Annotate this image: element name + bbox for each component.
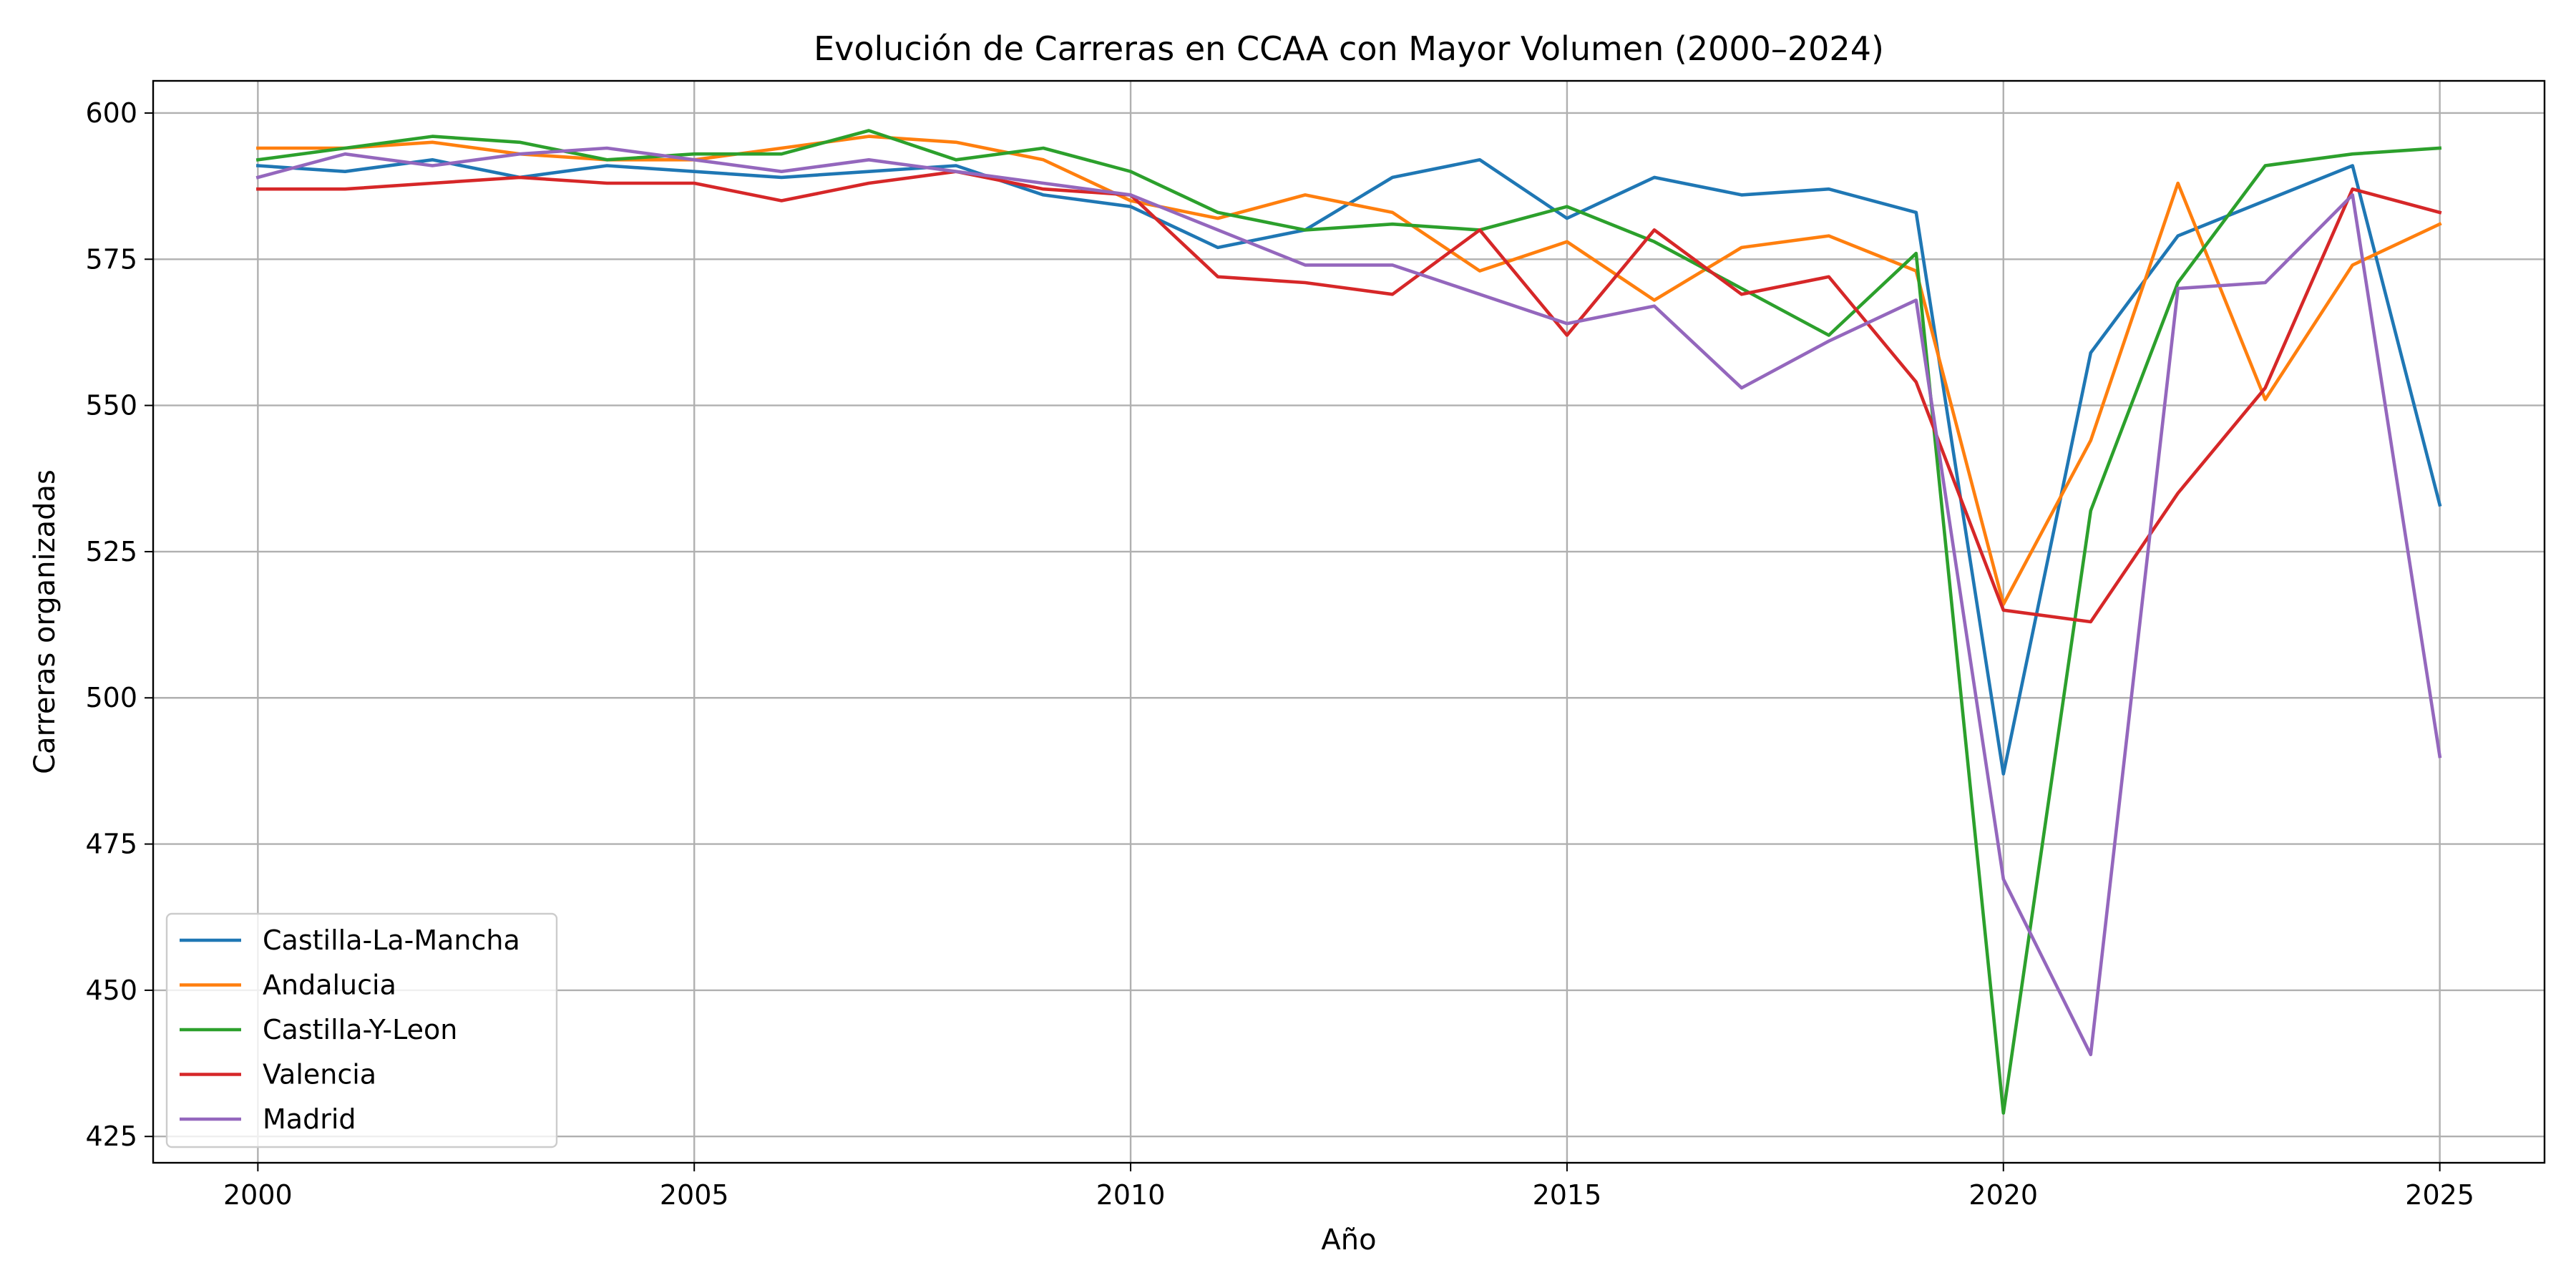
y-tick-label: 475	[85, 829, 137, 860]
series-line-4	[256, 170, 2442, 624]
plot-frame	[152, 79, 2546, 1164]
y-tick-label: 450	[85, 975, 137, 1006]
legend-box	[165, 912, 558, 1148]
legend: Castilla-La-Mancha Andalucia Castilla-Y-Le…	[165, 912, 558, 1148]
y-tick-label: 550	[85, 390, 137, 421]
legend-label: Valencia	[263, 1059, 376, 1091]
legend-label: Madrid	[263, 1103, 356, 1135]
y-tick-label: 525	[85, 536, 137, 567]
x-tick-label: 2005	[660, 1179, 729, 1211]
x-axis-label: Año	[1321, 1224, 1376, 1257]
legend-label: Castilla-La-Mancha	[263, 924, 520, 956]
x-tick-label: 2000	[223, 1179, 293, 1211]
y-tick-label: 500	[85, 682, 137, 713]
x-tick-label: 2015	[1533, 1179, 1602, 1211]
series-line-5	[255, 146, 2442, 1057]
y-tick-label: 600	[85, 97, 137, 129]
chart-title: Evolución de Carreras en CCAA con Mayor …	[814, 29, 1884, 68]
x-tick-label: 2025	[2405, 1179, 2474, 1211]
series-line-3	[255, 129, 2442, 1115]
y-tick-label: 425	[85, 1121, 137, 1152]
y-tick-label: 575	[85, 243, 137, 275]
x-tick-label: 2010	[1096, 1179, 1166, 1211]
y-axis-ticks: 425 450 475 500 525 550 575 600	[85, 97, 153, 1152]
legend-label: Castilla-Y-Leon	[263, 1014, 457, 1045]
x-tick-label: 2020	[1968, 1179, 2038, 1211]
series-lines	[255, 129, 2442, 1115]
x-axis-ticks: 2000 2005 2010 2015 2020 2025	[223, 1163, 2474, 1211]
legend-label: Andalucia	[263, 970, 396, 1001]
y-axis-label: Carreras organizadas	[29, 469, 62, 774]
